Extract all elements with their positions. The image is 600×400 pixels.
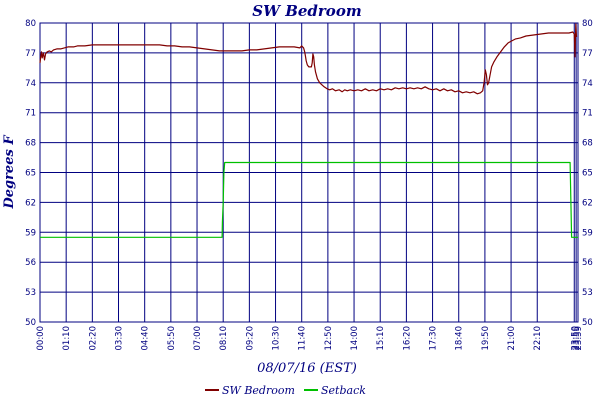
chart-title: SW Bedroom: [252, 2, 361, 20]
y-tick-label-left: 77: [25, 49, 36, 59]
x-axis-label: 08/07/16 (EST): [257, 361, 357, 376]
x-tick-label: 08:10: [219, 326, 229, 351]
x-tick-label: 23:55: [572, 326, 582, 351]
y-tick-label-right: 50: [582, 318, 593, 328]
x-tick-label: 04:40: [141, 326, 151, 351]
x-tick-label: 14:00: [350, 326, 360, 351]
y-tick-label-right: 77: [582, 49, 593, 59]
x-tick-label: 23:50: [570, 326, 580, 351]
y-tick-label-left: 74: [25, 79, 36, 89]
y-tick-label-right: 56: [582, 258, 593, 268]
x-tick-label: 07:00: [193, 326, 203, 351]
y-tick-label-left: 59: [25, 228, 36, 238]
y-tick-labels: 50 50 53 53 56 56 59 59 62 62 65 65 68 68 71 71 74 74 77 77…: [25, 19, 593, 328]
series-layer: [39, 23, 578, 238]
y-tick-label-left: 71: [25, 109, 36, 119]
series-line-sw-bedroom: [39, 23, 578, 95]
x-tick-label: 22:10: [533, 326, 543, 351]
x-tick-label: 09:20: [245, 326, 255, 351]
y-tick-label-right: 68: [582, 139, 593, 149]
x-tick-label: 10:30: [272, 326, 282, 351]
y-tick-label-left: 53: [25, 288, 36, 298]
x-tick-label: 23:59: [574, 326, 584, 351]
y-tick-label-left: 65: [25, 169, 36, 179]
y-tick-label-left: 50: [25, 318, 36, 328]
gridlines: [39, 22, 579, 323]
x-tick-labels: 00:00 01:10 02:20 03:30 04:40 05:50 07:00 08:10…: [36, 326, 584, 351]
legend-label-setback: Setback: [321, 384, 366, 397]
x-tick-label: 03:30: [115, 326, 125, 351]
x-tick-label: 11:40: [298, 326, 308, 351]
x-tick-label: 02:20: [88, 326, 98, 351]
y-tick-label-left: 80: [25, 19, 36, 29]
y-tick-label-left: 56: [25, 258, 36, 268]
y-tick-label-left: 62: [25, 198, 36, 208]
x-tick-label: 17:30: [429, 326, 439, 351]
series-line-setback: [40, 161, 578, 238]
y-tick-label-right: 53: [582, 288, 593, 298]
y-tick-label-right: 80: [582, 19, 593, 29]
x-tick-label: 00:00: [36, 326, 46, 351]
x-tick-label: 16:20: [402, 326, 412, 351]
y-tick-label-right: 71: [582, 109, 593, 119]
x-tick-label: 01:10: [62, 326, 72, 351]
y-tick-label-right: 59: [582, 228, 593, 238]
x-tick-label: 12:50: [324, 326, 334, 351]
x-tick-label: 21:00: [507, 326, 517, 351]
y-tick-label-right: 65: [582, 169, 593, 179]
y-tick-label-right: 62: [582, 198, 593, 208]
x-tick-label: 18:40: [455, 326, 465, 351]
legend-label-sw-bedroom: SW Bedroom: [222, 384, 295, 397]
x-tick-label: 15:10: [376, 326, 386, 351]
x-tick-label: 05:50: [167, 326, 177, 351]
y-axis-label: Degrees F: [2, 135, 17, 210]
x-tick-label: 19:50: [481, 326, 491, 351]
y-tick-label-right: 74: [582, 79, 593, 89]
y-tick-label-left: 68: [25, 139, 36, 149]
legend: SW Bedroom Setback: [205, 384, 366, 397]
